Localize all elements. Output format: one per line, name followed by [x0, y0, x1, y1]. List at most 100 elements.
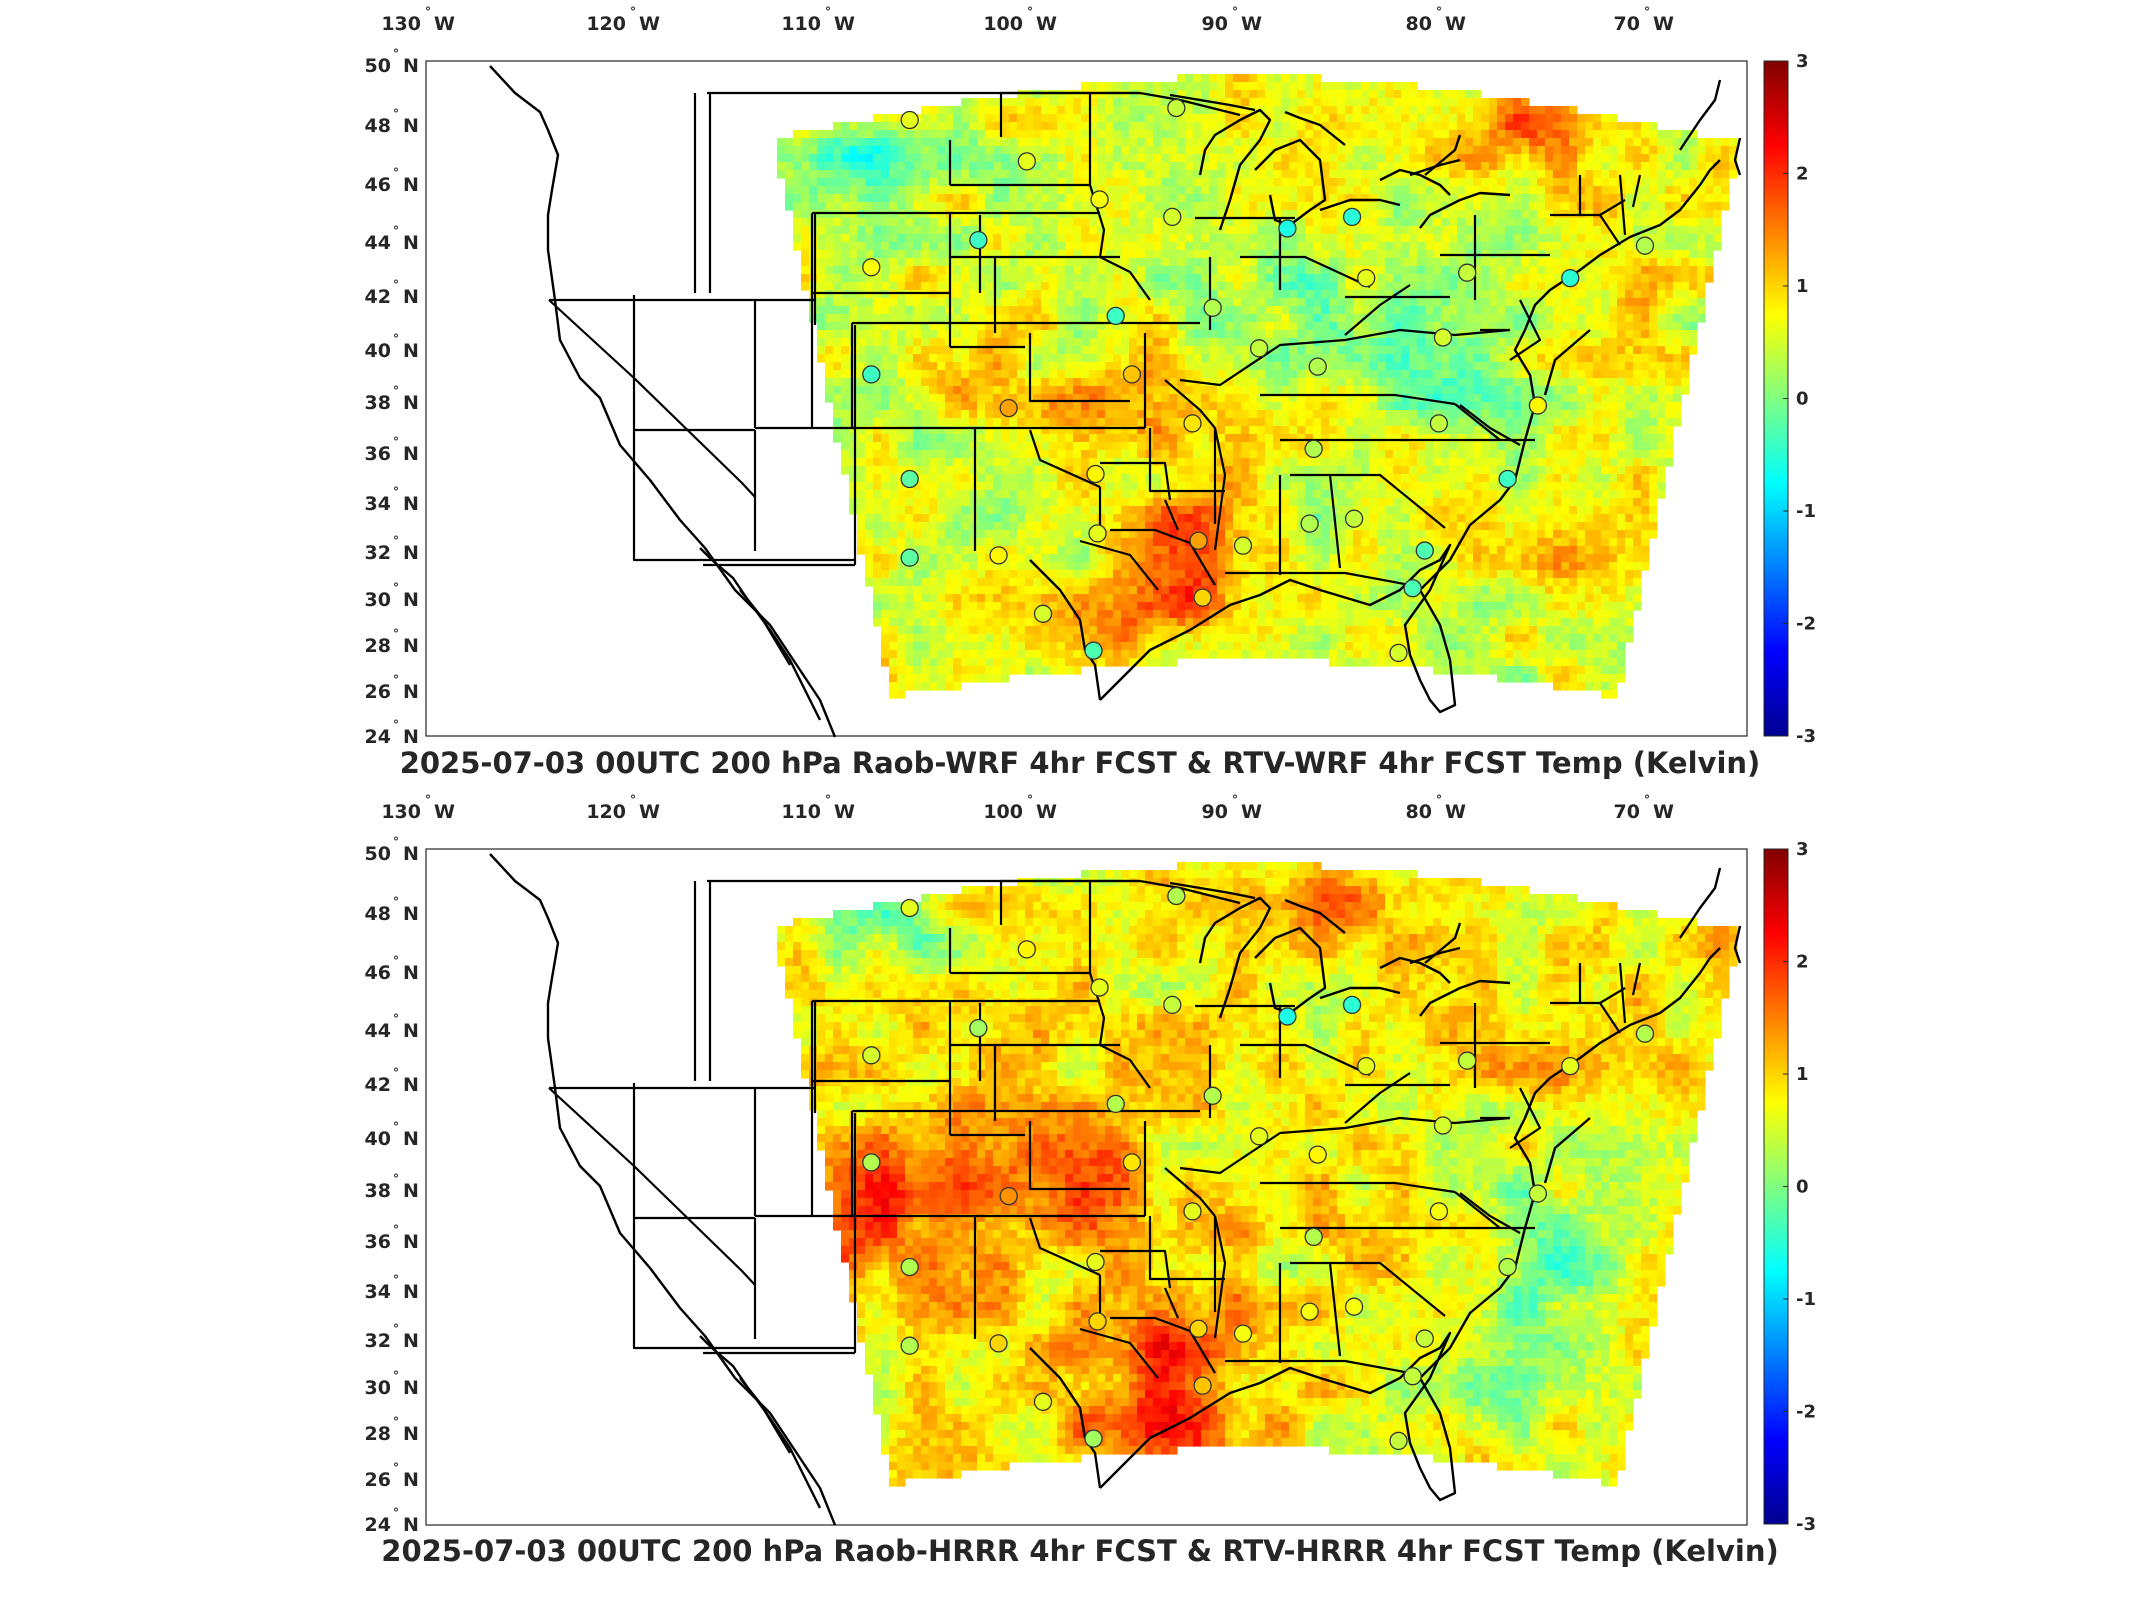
field-cell	[1433, 434, 1442, 443]
field-cell	[961, 186, 970, 195]
field-cell	[1529, 346, 1538, 355]
field-cell	[1065, 146, 1074, 155]
field-cell	[1145, 362, 1154, 371]
field-cell	[1089, 218, 1098, 227]
field-cell	[1089, 98, 1098, 107]
field-cell	[1257, 298, 1266, 307]
field-cell	[1537, 322, 1546, 331]
field-cell	[785, 154, 794, 163]
field-cell	[1545, 114, 1554, 123]
field-cell	[1481, 178, 1490, 187]
field-cell	[1545, 322, 1554, 331]
field-cell	[1497, 338, 1506, 347]
field-cell	[913, 354, 922, 363]
field-cell	[1521, 394, 1530, 403]
field-cell	[929, 258, 938, 267]
field-cell	[1569, 234, 1578, 243]
field-cell	[1217, 266, 1226, 275]
field-cell	[1353, 322, 1362, 331]
field-cell	[865, 210, 874, 219]
field-cell	[1465, 370, 1474, 379]
field-cell	[1465, 434, 1474, 443]
field-cell	[1345, 290, 1354, 299]
field-cell	[961, 98, 970, 107]
field-cell	[1449, 114, 1458, 123]
field-cell	[929, 402, 938, 411]
field-cell	[1001, 130, 1010, 139]
field-cell	[1393, 426, 1402, 435]
field-cell	[1073, 250, 1082, 259]
field-cell	[985, 178, 994, 187]
degree-symbol: °	[393, 384, 399, 398]
field-cell	[1345, 402, 1354, 411]
field-cell	[1705, 154, 1714, 163]
field-cell	[1409, 202, 1418, 211]
field-cell	[1625, 138, 1634, 147]
field-cell	[1337, 162, 1346, 171]
field-cell	[1489, 402, 1498, 411]
field-cell	[1145, 274, 1154, 283]
field-cell	[1617, 322, 1626, 331]
field-cell	[817, 170, 826, 179]
field-cell	[897, 218, 906, 227]
field-cell	[1417, 202, 1426, 211]
field-cell	[801, 154, 810, 163]
field-cell	[849, 434, 858, 443]
field-cell	[969, 194, 978, 203]
field-cell	[865, 202, 874, 211]
field-cell	[1481, 298, 1490, 307]
field-cell	[1337, 114, 1346, 123]
field-cell	[1553, 426, 1562, 435]
field-cell	[1681, 290, 1690, 299]
field-cell	[1081, 122, 1090, 131]
field-cell	[1225, 282, 1234, 291]
field-cell	[857, 362, 866, 371]
field-cell	[1305, 346, 1314, 355]
field-cell	[1281, 298, 1290, 307]
field-cell	[977, 114, 986, 123]
field-cell	[1377, 274, 1386, 283]
field-cell	[881, 386, 890, 395]
field-cell	[1545, 234, 1554, 243]
field-cell	[1305, 130, 1314, 139]
field-cell	[1489, 106, 1498, 115]
field-cell	[985, 370, 994, 379]
field-cell	[1089, 306, 1098, 315]
field-cell	[1321, 410, 1330, 419]
field-cell	[1281, 130, 1290, 139]
field-cell	[929, 410, 938, 419]
field-cell	[1569, 402, 1578, 411]
field-cell	[1201, 194, 1210, 203]
field-cell	[1225, 434, 1234, 443]
field-cell	[937, 218, 946, 227]
field-cell	[1025, 186, 1034, 195]
field-cell	[1073, 242, 1082, 251]
field-cell	[817, 194, 826, 203]
field-cell	[1321, 138, 1330, 147]
field-cell	[1081, 114, 1090, 123]
field-cell	[1577, 378, 1586, 387]
field-cell	[1537, 202, 1546, 211]
field-cell	[1457, 394, 1466, 403]
field-cell	[1097, 146, 1106, 155]
field-cell	[1257, 426, 1266, 435]
field-cell	[1425, 234, 1434, 243]
field-cell	[1577, 130, 1586, 139]
field-cell	[953, 130, 962, 139]
field-cell	[1001, 330, 1010, 339]
field-cell	[841, 130, 850, 139]
field-cell	[1233, 202, 1242, 211]
field-cell	[1505, 362, 1514, 371]
field-cell	[1193, 82, 1202, 91]
field-cell	[1665, 130, 1674, 139]
field-cell	[1361, 234, 1370, 243]
field-cell	[1473, 186, 1482, 195]
field-cell	[1625, 202, 1634, 211]
field-cell	[1497, 114, 1506, 123]
field-cell	[1073, 266, 1082, 275]
field-cell	[897, 306, 906, 315]
field-cell	[1585, 130, 1594, 139]
field-cell	[1249, 386, 1258, 395]
field-cell	[905, 274, 914, 283]
field-cell	[1177, 266, 1186, 275]
